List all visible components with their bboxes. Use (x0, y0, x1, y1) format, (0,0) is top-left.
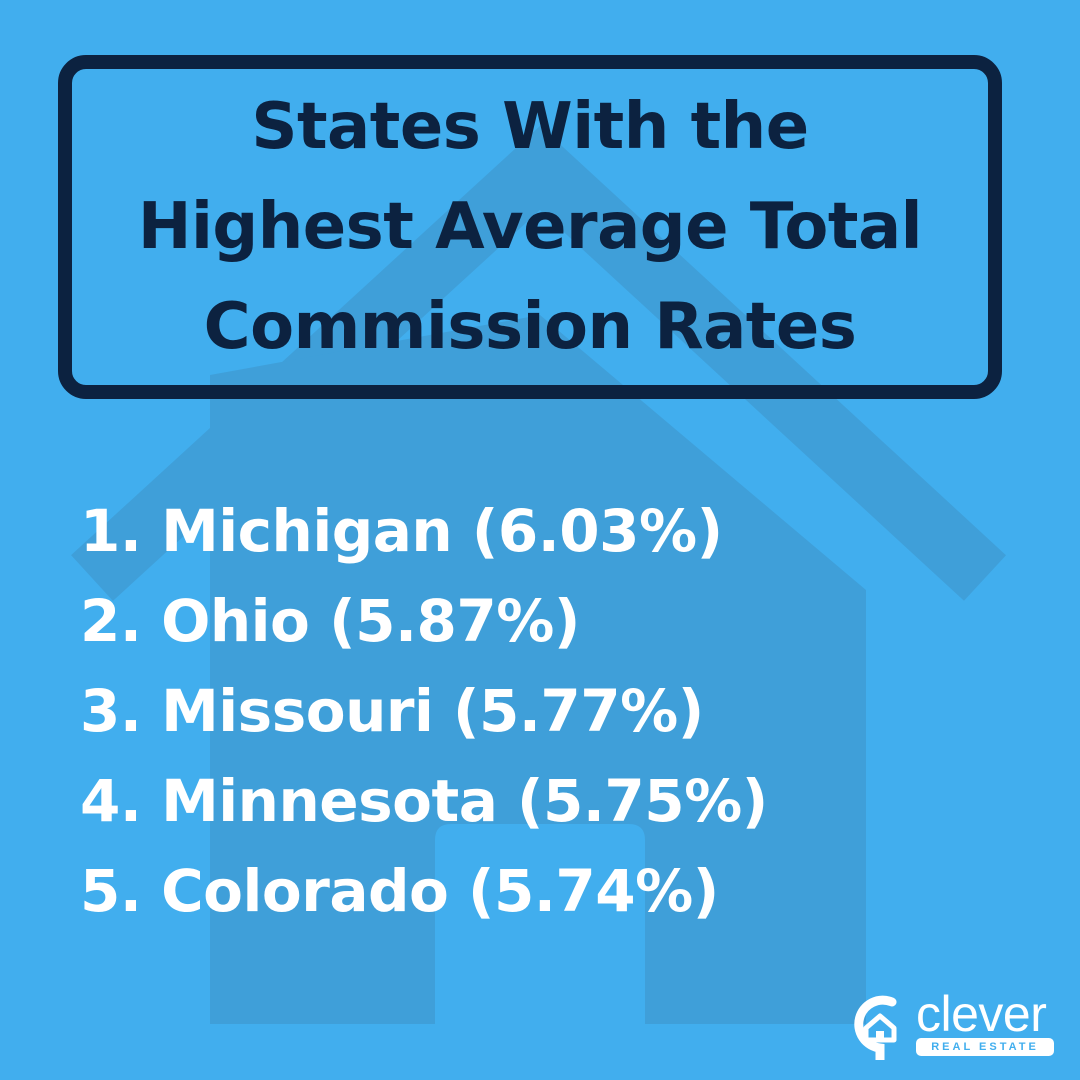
clever-logo: clever REAL ESTATE (848, 986, 1058, 1060)
title-line-2: Highest Average Total (137, 190, 923, 264)
ranking-item-michigan: 1. Michigan (6.03%) (80, 497, 723, 565)
ranking-item-ohio: 2. Ohio (5.87%) (80, 587, 580, 655)
state-ranking-list: 1. Michigan (6.03%) 2. Ohio (5.87%) 3. M… (80, 486, 768, 936)
title-line-1: States With the (251, 90, 809, 164)
ranking-item-minnesota: 4. Minnesota (5.75%) (80, 767, 768, 835)
brand-name: clever (916, 986, 1047, 1042)
ranking-item-colorado: 5. Colorado (5.74%) (80, 857, 719, 925)
location-pin-house-icon (854, 995, 897, 1060)
title-line-3: Commission Rates (203, 290, 857, 364)
brand-tagline: REAL ESTATE (916, 1038, 1054, 1056)
ranking-item-missouri: 3. Missouri (5.77%) (80, 677, 704, 745)
title-box: States With the Highest Average Total Co… (58, 55, 1002, 399)
